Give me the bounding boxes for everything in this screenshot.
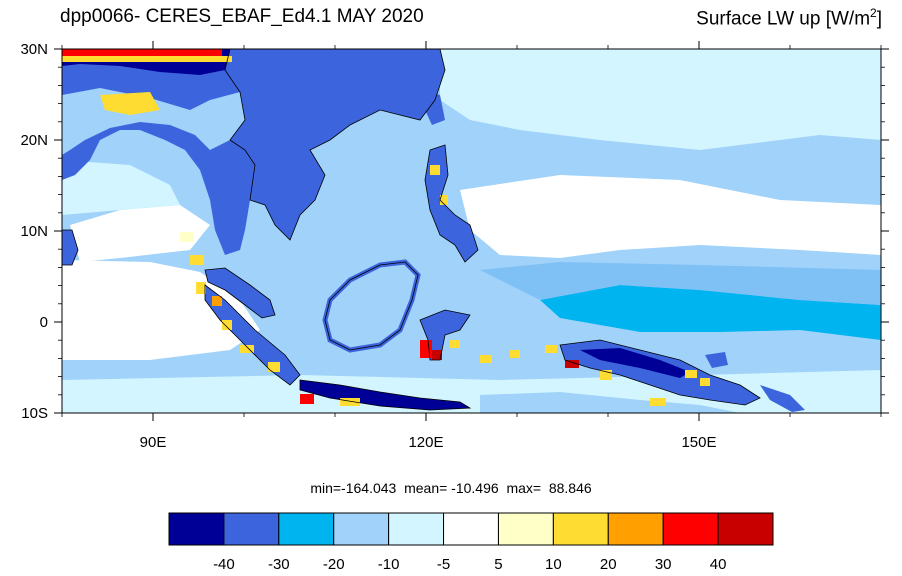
- statistics-text: min=-164.043 mean= -10.496 max= 88.846: [310, 480, 592, 496]
- warm-patch: [510, 350, 520, 358]
- warm-patch: [545, 345, 557, 353]
- warm-patch: [300, 394, 314, 404]
- lon-tick-label: 150E: [681, 434, 716, 451]
- land-malay-peninsula: [205, 268, 275, 318]
- land-north-australia: [480, 392, 740, 413]
- coastline-sulawesi: [419, 309, 471, 361]
- colorbar-swatch: [223, 512, 280, 546]
- warm-patch: [650, 398, 666, 406]
- colorbar-label: -20: [323, 556, 345, 573]
- colorbar-label: -30: [268, 556, 290, 573]
- coastal-warm-anomalies: [62, 49, 710, 406]
- warm-patch: [432, 350, 442, 360]
- colorbar-label: 40: [710, 556, 727, 573]
- land-sri-lanka: [62, 230, 78, 265]
- minor-ticks: [58, 45, 885, 417]
- map-field: [62, 49, 881, 413]
- lat-tick-label: 10S: [21, 405, 48, 422]
- ocean-band-north: [440, 49, 881, 150]
- colorbar-swatch: [443, 512, 499, 546]
- colorbar-swatch: [607, 512, 664, 546]
- lon-tick-label: 120E: [408, 434, 443, 451]
- colorbar-swatch: [662, 512, 719, 546]
- ocean-equator-mid: [480, 262, 881, 305]
- land-india-warm: [100, 92, 160, 115]
- variable-title-end: ]: [876, 8, 882, 30]
- warm-patch: [180, 232, 194, 242]
- ocean-band-white-west: [70, 205, 210, 262]
- warm-patch: [190, 255, 204, 265]
- colorbar-swatch: [388, 512, 445, 546]
- warm-patch: [222, 320, 232, 330]
- warm-patch: [685, 370, 697, 378]
- warm-patch: [62, 49, 222, 57]
- land-bismarck: [705, 352, 728, 368]
- lat-tick-label: 30N: [20, 41, 48, 58]
- colorbar-label: -10: [378, 556, 400, 573]
- warm-patch: [700, 378, 710, 386]
- warm-patch: [240, 345, 254, 353]
- coastline-java: [299, 379, 472, 411]
- colorbar-swatch: [278, 512, 335, 546]
- colorbar-label: -5: [437, 556, 450, 573]
- coastline-mainland: [224, 49, 446, 241]
- colorbar-label: 10: [545, 556, 562, 573]
- land-taiwan-hainan: [425, 90, 445, 125]
- ocean-equator-band: [540, 285, 881, 340]
- coastlines: [62, 49, 761, 411]
- longitude-axis: 90E 120E 150E: [140, 41, 717, 451]
- coastline-sri-lanka: [62, 229, 79, 266]
- coastline-sumatra: [204, 284, 301, 386]
- plot-title: dpp0066- CERES_EBAF_Ed4.1 MAY 2020: [60, 6, 424, 27]
- variable-title: Surface LW up [W/m2]: [696, 6, 882, 30]
- colorbar-label: -40: [213, 556, 235, 573]
- coastline-borneo: [324, 261, 419, 351]
- warm-patch: [420, 340, 432, 358]
- coastline-malay: [204, 267, 276, 319]
- colorbar-swatch: [333, 512, 390, 546]
- land-solomons: [760, 385, 805, 412]
- variable-title-main: Surface LW up [W/m: [696, 8, 871, 30]
- colorbar-label: 20: [600, 556, 617, 573]
- lat-tick-label: 0: [40, 314, 48, 331]
- colorbar-labels: -40 -30 -20 -10 -5 5 10 20 30 40: [213, 556, 726, 573]
- colorbar-label: 30: [655, 556, 672, 573]
- colorbar-swatch: [497, 512, 554, 546]
- lat-tick-label: 20N: [20, 132, 48, 149]
- coastline-philippines: [424, 144, 479, 263]
- coastline-new-guinea: [559, 339, 761, 406]
- ocean-bay-pale: [62, 160, 180, 215]
- warm-patch: [440, 195, 448, 205]
- warm-patch: [600, 370, 612, 380]
- colorbar-swatch: [168, 512, 225, 546]
- warm-patch: [430, 165, 440, 175]
- warm-patch: [565, 360, 579, 368]
- warm-patch: [196, 282, 206, 294]
- warm-patch: [268, 362, 280, 372]
- variable-title-exponent: 2: [870, 6, 877, 20]
- land-sumatra: [205, 285, 300, 385]
- colorbar-swatch: [552, 512, 609, 546]
- warm-patch: [62, 56, 232, 62]
- lat-tick-label: 10N: [20, 223, 48, 240]
- colorbar-swatch: [717, 512, 774, 546]
- colorbar: [168, 512, 774, 546]
- lon-tick-label: 90E: [140, 434, 167, 451]
- colorbar-label: 5: [494, 556, 502, 573]
- warm-patch: [340, 398, 360, 406]
- ocean-band-white-east: [460, 175, 881, 258]
- land-new-guinea-highlands: [580, 348, 690, 378]
- warm-patch: [450, 340, 460, 348]
- land-java: [300, 380, 470, 410]
- warm-patch: [212, 296, 222, 306]
- warm-patch: [480, 355, 492, 363]
- ocean-indian-white: [62, 260, 260, 360]
